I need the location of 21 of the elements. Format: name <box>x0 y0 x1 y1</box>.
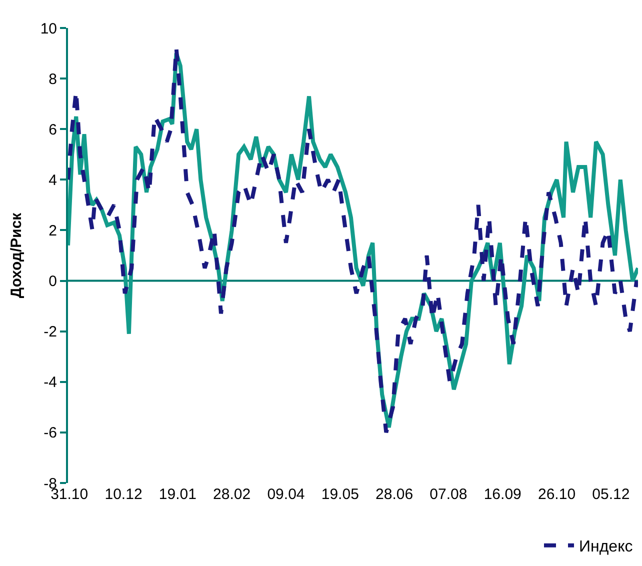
y-tick-label: 6 <box>48 121 57 138</box>
x-tick-label: 28.06 <box>376 486 414 503</box>
legend-label: Индекс <box>579 538 633 556</box>
y-tick-label: 0 <box>48 273 57 290</box>
x-tick-label: 28.02 <box>213 486 251 503</box>
x-tick-label: 19.05 <box>321 486 359 503</box>
x-tick-label: 09.04 <box>267 486 305 503</box>
y-tick-label: -6 <box>44 424 57 442</box>
x-tick-label: 26.10 <box>538 486 576 503</box>
x-tick-label: 10.12 <box>104 486 142 503</box>
y-tick-label: 10 <box>40 20 57 38</box>
x-tick-label: 07.08 <box>430 486 468 503</box>
y-axis-title: Доход/Риск <box>8 212 26 298</box>
y-tick-label: -2 <box>44 324 57 341</box>
y-tick-label: 8 <box>48 70 57 88</box>
x-tick-label: 19.01 <box>158 486 196 503</box>
x-tick-label: 05.12 <box>592 486 630 503</box>
y-tick-label: 4 <box>48 172 57 189</box>
y-tick-label: 2 <box>48 222 57 240</box>
x-tick-label: 16.09 <box>484 486 522 503</box>
y-tick-label: -4 <box>44 374 57 392</box>
